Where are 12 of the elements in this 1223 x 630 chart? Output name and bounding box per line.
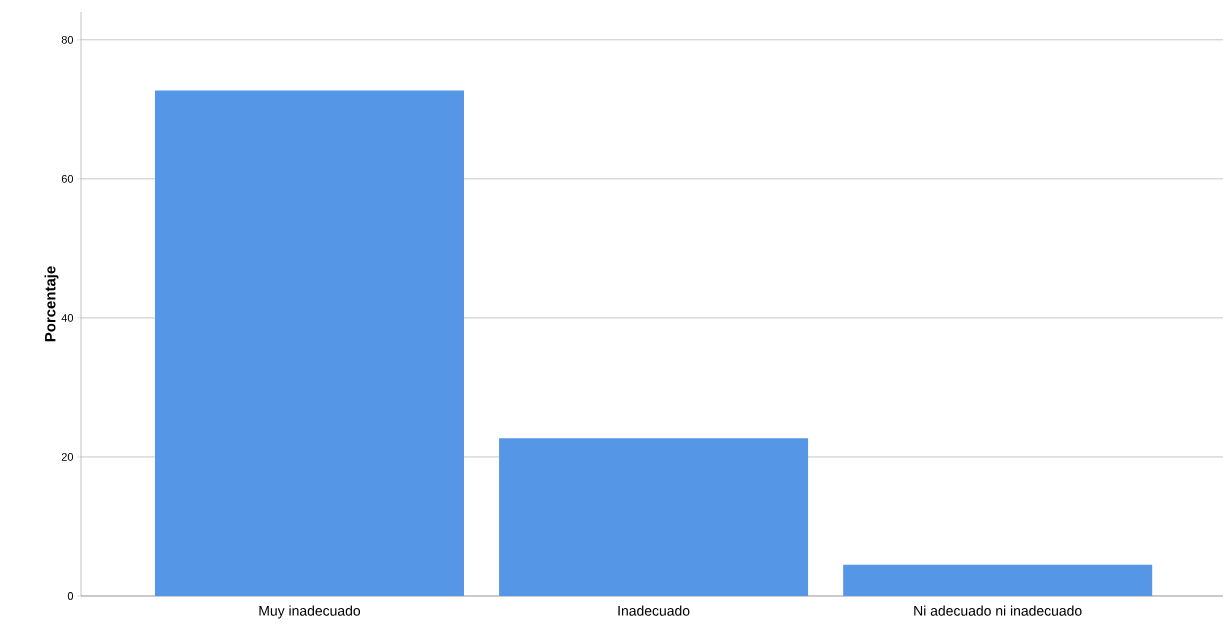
bar <box>499 438 809 596</box>
y-tick-label: 60 <box>61 174 74 183</box>
x-tick-label: Ni adecuado ni inadecuado <box>914 605 1082 616</box>
y-axis-title: Porcentaje <box>44 266 59 342</box>
y-tick-label: 20 <box>61 453 74 461</box>
bar <box>154 90 464 596</box>
y-tick-label: 40 <box>61 314 74 322</box>
bar <box>843 564 1153 596</box>
y-tick-label: 80 <box>61 35 74 44</box>
x-tick-label: Inadecuado <box>618 605 690 616</box>
y-tick-label: 0 <box>67 592 74 600</box>
x-tick-label: Muy inadecuado <box>259 605 361 619</box>
